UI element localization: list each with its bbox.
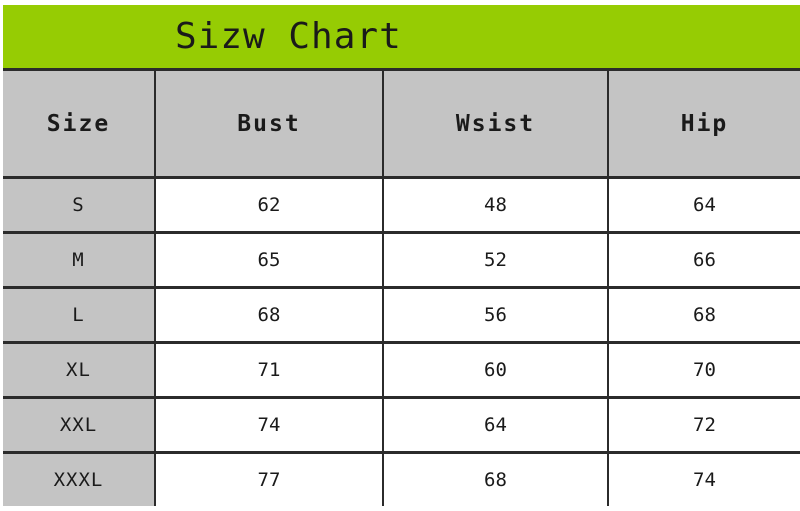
cell-waist: 48 <box>383 177 609 234</box>
column-header-bust: Bust <box>155 71 384 179</box>
cell-bust: 71 <box>155 342 384 399</box>
column-header-size: Size <box>3 71 156 179</box>
table-row: XL 71 60 70 <box>3 342 800 399</box>
cell-hip: 66 <box>608 232 800 289</box>
cell-size: XL <box>3 342 156 399</box>
cell-bust: 77 <box>155 452 384 506</box>
cell-size: S <box>3 177 156 234</box>
column-header-waist: Wsist <box>383 71 609 179</box>
cell-bust: 74 <box>155 397 384 454</box>
column-header-hip: Hip <box>608 71 800 179</box>
table-header: Size Bust Wsist Hip <box>3 71 800 179</box>
cell-waist: 60 <box>383 342 609 399</box>
cell-waist: 64 <box>383 397 609 454</box>
table-row: S 62 48 64 <box>3 177 800 234</box>
table-row: M 65 52 66 <box>3 232 800 289</box>
cell-bust: 62 <box>155 177 384 234</box>
cell-hip: 74 <box>608 452 800 506</box>
cell-hip: 68 <box>608 287 800 344</box>
cell-size: L <box>3 287 156 344</box>
cell-size: XXL <box>3 397 156 454</box>
page-title: Sizw Chart <box>175 15 402 57</box>
table-header-row: Size Bust Wsist Hip <box>3 71 800 179</box>
cell-hip: 64 <box>608 177 800 234</box>
table-row: L 68 56 68 <box>3 287 800 344</box>
table-row: XXXL 77 68 74 <box>3 452 800 506</box>
size-chart-table: Size Bust Wsist Hip S 62 48 64 M 65 52 6… <box>3 71 800 506</box>
table-body: S 62 48 64 M 65 52 66 L 68 56 68 XL 71 6… <box>3 177 800 506</box>
title-banner: Sizw Chart <box>3 5 800 71</box>
table-row: XXL 74 64 72 <box>3 397 800 454</box>
cell-waist: 56 <box>383 287 609 344</box>
cell-waist: 68 <box>383 452 609 506</box>
cell-bust: 65 <box>155 232 384 289</box>
cell-bust: 68 <box>155 287 384 344</box>
cell-size: XXXL <box>3 452 156 506</box>
cell-size: M <box>3 232 156 289</box>
cell-waist: 52 <box>383 232 609 289</box>
cell-hip: 72 <box>608 397 800 454</box>
cell-hip: 70 <box>608 342 800 399</box>
